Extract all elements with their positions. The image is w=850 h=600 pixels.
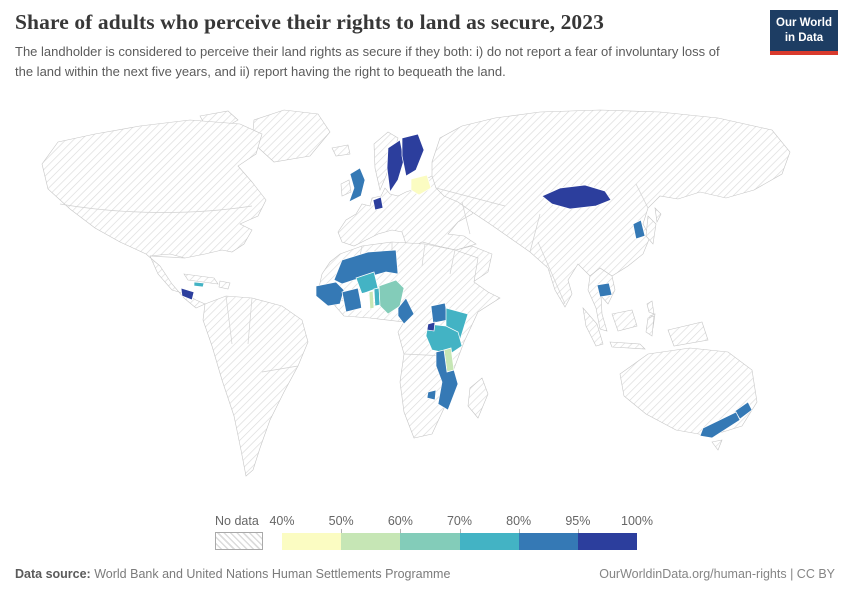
country-cameroon[interactable] — [397, 297, 415, 325]
country-japan-north[interactable] — [654, 207, 662, 223]
landmass-greenland[interactable] — [251, 109, 331, 163]
country-belarus[interactable] — [410, 174, 432, 196]
world-map[interactable] — [0, 104, 850, 506]
country-united-kingdom[interactable] — [348, 167, 366, 203]
country-japan[interactable] — [645, 215, 657, 245]
landmass-north-america[interactable] — [41, 119, 267, 309]
legend-tick-70: 70% — [446, 514, 473, 528]
island-sulawesi[interactable] — [645, 315, 655, 337]
country-lesotho[interactable] — [426, 389, 437, 401]
country-philippines[interactable] — [646, 300, 655, 315]
data-source: Data source: World Bank and United Natio… — [15, 567, 450, 581]
country-mozambique[interactable] — [435, 349, 459, 411]
legend-boundary-tick — [518, 529, 520, 533]
owid-link[interactable]: OurWorldinData.org/human-rights | CC BY — [599, 567, 835, 581]
legend-boundary-tick — [341, 529, 343, 533]
island-tasmania[interactable] — [711, 439, 723, 451]
legend-swatch-80-95[interactable] — [518, 533, 578, 550]
country-senegal-guinea[interactable] — [315, 281, 345, 307]
legend-no-data-label: No data — [215, 514, 259, 528]
country-ghana[interactable] — [359, 291, 371, 313]
country-costa-rica[interactable] — [180, 287, 195, 301]
country-hispaniola[interactable] — [218, 280, 231, 290]
country-south-korea[interactable] — [632, 219, 646, 240]
country-sweden[interactable] — [386, 139, 405, 193]
country-jamaica[interactable] — [193, 281, 205, 288]
owid-logo-line2: in Data — [784, 31, 824, 44]
legend-tick-40: 40% — [269, 514, 295, 528]
legend-no-data[interactable]: No data — [215, 514, 263, 550]
owid-logo[interactable]: Our World in Data — [770, 10, 838, 55]
country-mongolia[interactable] — [541, 184, 612, 210]
landmass-south-america[interactable] — [202, 295, 309, 477]
legend-tick-labels: 40% 50% 60% 70% 80% 95% 100% — [269, 514, 653, 530]
legend-no-data-swatch[interactable] — [215, 532, 263, 550]
country-uganda[interactable] — [430, 302, 449, 324]
legend-swatches — [282, 529, 638, 550]
legend-tick-95: 95% — [565, 514, 591, 528]
country-ireland[interactable] — [340, 179, 352, 197]
chart-header: Share of adults who perceive their right… — [15, 10, 838, 81]
owid-logo-red-stripe — [770, 50, 838, 55]
legend-boundary-tick — [577, 529, 579, 533]
legend-swatch-40-50[interactable] — [282, 533, 342, 550]
country-rwanda[interactable] — [426, 321, 436, 332]
country-mali-niger[interactable] — [333, 249, 399, 285]
data-source-label: Data source: — [15, 567, 91, 581]
legend-swatch-95-100[interactable] — [577, 533, 638, 550]
island-java[interactable] — [609, 341, 646, 350]
country-finland[interactable] — [401, 133, 425, 177]
country-australia[interactable] — [619, 347, 758, 437]
legend-tick-100: 100% — [621, 514, 653, 528]
legend-boundary-tick — [459, 529, 461, 533]
legend-tick-80: 80% — [506, 514, 532, 528]
legend-swatch-70-80[interactable] — [459, 533, 519, 550]
page-title: Share of adults who perceive their right… — [15, 10, 604, 34]
legend-tick-50: 50% — [328, 514, 354, 528]
data-source-text: World Bank and United Nations Human Sett… — [94, 567, 451, 581]
legend-boundary-tick — [400, 529, 402, 533]
chart-subtitle: The landholder is considered to perceive… — [15, 44, 720, 79]
country-madagascar[interactable] — [467, 377, 489, 419]
country-cote-divoire[interactable] — [341, 287, 363, 313]
island-sumatra[interactable] — [582, 307, 604, 347]
country-togo[interactable] — [368, 290, 375, 310]
country-tanzania[interactable] — [425, 323, 463, 355]
country-cuba[interactable] — [183, 273, 219, 285]
legend-swatch-50-60[interactable] — [341, 533, 401, 550]
country-netherlands[interactable] — [372, 196, 384, 211]
legend-swatch-60-70[interactable] — [400, 533, 460, 550]
country-cambodia[interactable] — [596, 282, 613, 298]
island-new-guinea[interactable] — [667, 321, 709, 347]
landmass-asia[interactable] — [431, 109, 791, 308]
chart-footer: Data source: World Bank and United Natio… — [15, 567, 835, 581]
legend-color-bar: 40% 50% 60% 70% 80% 95% 100% — [269, 514, 653, 550]
legend-tick-60: 60% — [387, 514, 413, 528]
island-borneo[interactable] — [611, 309, 638, 332]
owid-logo-line1: Our World — [776, 17, 833, 29]
country-new-zealand-south[interactable] — [699, 411, 741, 439]
country-iceland[interactable] — [331, 144, 351, 157]
